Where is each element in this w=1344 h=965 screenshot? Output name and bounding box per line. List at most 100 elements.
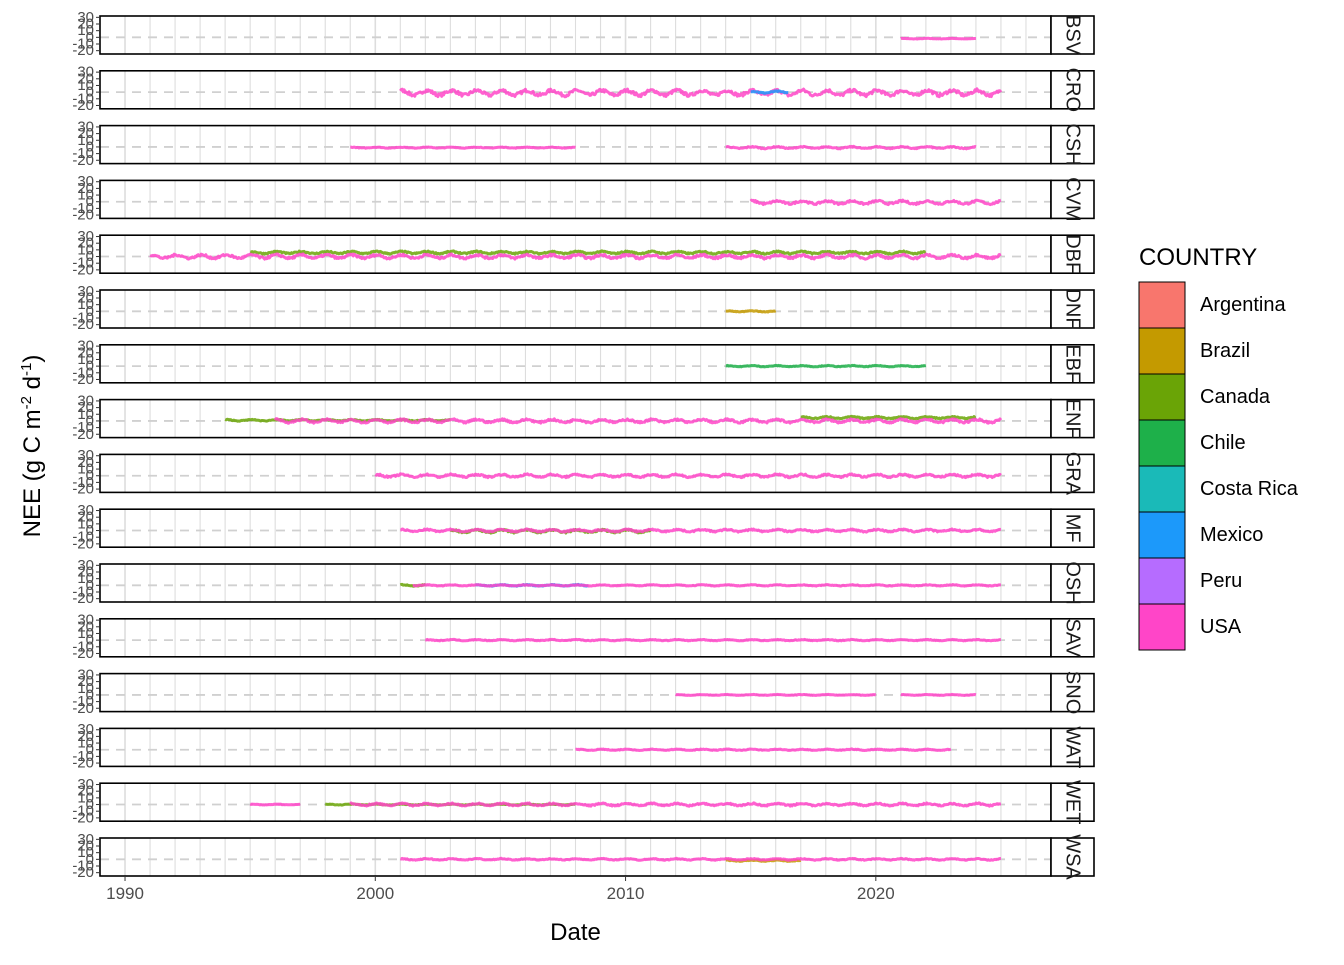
- strip-label-enf: ENF: [1062, 399, 1084, 439]
- legend-key-costa-rica: [1138, 465, 1186, 513]
- y-tick-label: -20: [72, 261, 94, 278]
- y-tick-label: 10: [77, 461, 94, 478]
- y-tick-label: 0: [86, 358, 94, 375]
- strip-label-sav: SAV: [1062, 619, 1084, 658]
- legend-title: COUNTRY: [1139, 244, 1257, 271]
- y-tick-label: 0: [86, 138, 94, 155]
- y-tick-label: 20: [77, 838, 94, 855]
- legend-label-canada: Canada: [1200, 386, 1271, 408]
- y-tick-label: -20: [72, 316, 94, 333]
- series-line-wat-usa: [575, 747, 952, 752]
- y-tick-label: -10: [72, 693, 94, 710]
- y-tick-label: -20: [72, 864, 94, 881]
- y-tick-label: 20: [77, 509, 94, 526]
- y-tick-label: -10: [72, 803, 94, 820]
- y-tick-label: -20: [72, 700, 94, 717]
- y-tick-label: -10: [72, 200, 94, 217]
- series-line-dnf-brazil: [725, 309, 777, 314]
- y-tick-label: 0: [86, 467, 94, 484]
- series-line-gra-usa: [374, 472, 1002, 480]
- strip-box-sno: [1050, 672, 1095, 713]
- strip-label-ebf: EBF: [1062, 344, 1084, 383]
- strip-box-gra: [1050, 453, 1095, 494]
- y-tick-label: 30: [77, 228, 94, 245]
- y-tick-label: -20: [72, 152, 94, 169]
- strip-label-cro: CRO: [1062, 68, 1084, 112]
- y-tick-label: 10: [77, 241, 94, 258]
- y-tick-label: -20: [72, 371, 94, 388]
- y-tick-label: -20: [72, 590, 94, 607]
- y-tick-label: 20: [77, 783, 94, 800]
- y-tick-label: -20: [72, 755, 94, 772]
- strip-label-mf: MF: [1062, 514, 1084, 543]
- strip-box-dnf: [1050, 289, 1095, 329]
- y-tick-label: 30: [77, 9, 94, 26]
- y-tick-label: 0: [86, 29, 94, 46]
- y-tick-label: 20: [77, 454, 94, 471]
- strip-box-ebf: [1050, 343, 1095, 384]
- y-tick-label: 30: [77, 283, 94, 300]
- strip-box-dbf: [1050, 234, 1095, 274]
- series-line-sav-usa: [424, 637, 1002, 643]
- x-tick-label: 1990: [106, 884, 144, 903]
- y-tick-label: 20: [77, 344, 94, 361]
- y-tick-label: 10: [77, 515, 94, 532]
- legend-key-canada: [1138, 373, 1186, 421]
- y-tick-label: -10: [72, 858, 94, 875]
- y-tick-label: 20: [77, 728, 94, 745]
- y-tick-label: 30: [77, 118, 94, 135]
- strip-box-enf: [1050, 398, 1095, 439]
- series-line-wet-usa: [349, 801, 1002, 808]
- y-tick-label: -10: [72, 584, 94, 601]
- y-tick-label: -20: [72, 207, 94, 224]
- y-tick-label: 10: [77, 570, 94, 587]
- y-tick-label: 30: [77, 612, 94, 629]
- series-line-ebf-chile: [725, 363, 927, 369]
- legend-key-usa: [1138, 603, 1186, 651]
- legend-key-mexico: [1138, 511, 1186, 559]
- strip-box-bsv: [1050, 15, 1095, 55]
- strip-label-bsv: BSV: [1062, 15, 1084, 56]
- y-tick-label: 20: [77, 564, 94, 581]
- y-tick-label: 0: [86, 686, 94, 703]
- strip-label-csh: CSH: [1062, 123, 1084, 165]
- x-tick-label: 2000: [356, 884, 394, 903]
- strip-label-cvm: CVM: [1062, 177, 1084, 221]
- strip-box-wsa: [1050, 837, 1095, 877]
- y-tick-label: -20: [72, 809, 94, 826]
- y-tick-label: 10: [77, 296, 94, 313]
- strip-label-sno: SNO: [1062, 671, 1084, 714]
- y-tick-label: 0: [86, 193, 94, 210]
- y-tick-label: 10: [77, 406, 94, 423]
- y-tick-label: 0: [86, 84, 94, 101]
- y-tick-label: -10: [72, 748, 94, 765]
- strip-label-osh: OSH: [1062, 561, 1084, 604]
- strip-label-dbf: DBF: [1062, 234, 1084, 274]
- y-tick-label: 30: [77, 338, 94, 355]
- series-line-mf-usa: [399, 527, 1002, 534]
- legend-key-peru: [1138, 557, 1186, 605]
- y-tick-label: 10: [77, 22, 94, 39]
- y-tick-label: 20: [77, 180, 94, 197]
- y-tick-label: 20: [77, 16, 94, 33]
- series-line-wsa-usa: [399, 856, 1002, 862]
- series-line-dbf-canada: [249, 249, 927, 256]
- y-tick-label: 20: [77, 673, 94, 690]
- y-tick-label: -10: [72, 36, 94, 53]
- y-tick-label: -20: [72, 97, 94, 114]
- y-tick-label: -10: [72, 364, 94, 381]
- y-tick-label: 20: [77, 399, 94, 416]
- series-line-cro-usa: [399, 87, 1003, 99]
- legend-label-costa-rica: Costa Rica: [1200, 478, 1299, 500]
- strip-box-cro: [1050, 70, 1095, 110]
- y-tick-label: 20: [77, 235, 94, 252]
- y-tick-label: 0: [86, 741, 94, 758]
- y-tick-label: 20: [77, 618, 94, 635]
- y-tick-label: 30: [77, 502, 94, 519]
- y-tick-label: 30: [77, 666, 94, 683]
- strip-box-sav: [1050, 617, 1095, 658]
- y-tick-label: -20: [72, 645, 94, 662]
- x-axis-title: Date: [550, 919, 601, 946]
- strip-label-wat: WAT: [1062, 726, 1084, 768]
